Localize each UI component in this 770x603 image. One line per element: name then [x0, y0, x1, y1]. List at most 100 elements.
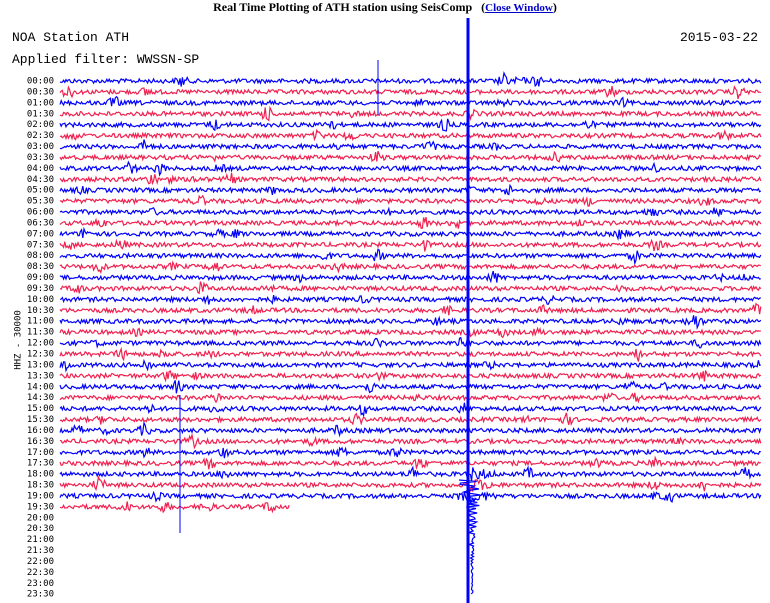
trace	[59, 238, 762, 252]
trace	[59, 358, 761, 373]
filter: Applied filter: WWSSN-SP	[12, 52, 200, 67]
trace	[59, 455, 762, 471]
time-label: 04:00	[27, 164, 54, 174]
time-label: 17:00	[27, 448, 54, 458]
time-label: 02:00	[27, 120, 54, 130]
station-name: NOA Station ATH	[12, 30, 130, 45]
time-label: 00:30	[27, 87, 54, 97]
paren: (	[481, 0, 486, 14]
trace	[59, 248, 762, 266]
channel-label: HHZ - 30000	[14, 310, 24, 370]
trace	[59, 336, 762, 349]
time-label: 09:00	[27, 273, 54, 283]
time-label: 05:30	[27, 197, 54, 207]
time-label: 12:00	[27, 339, 54, 349]
trace	[59, 260, 761, 274]
trace	[59, 160, 762, 177]
time-label: 09:30	[27, 284, 54, 294]
trace	[59, 183, 762, 196]
time-label: 16:00	[27, 426, 54, 436]
time-label: 19:30	[27, 502, 54, 512]
time-label: 23:30	[27, 590, 54, 600]
trace	[59, 206, 762, 218]
trace	[59, 380, 762, 394]
time-label: 10:30	[27, 306, 54, 316]
trace	[59, 150, 762, 163]
title-bar: Real Time Plotting of ATH station using …	[0, 0, 770, 15]
trace	[59, 294, 762, 305]
trace	[59, 70, 762, 88]
close-window-link[interactable]: Close Window	[485, 2, 553, 14]
time-label: 03:30	[27, 153, 54, 163]
time-label: 06:00	[27, 208, 54, 218]
time-label: 13:30	[27, 371, 54, 381]
time-label: 13:00	[27, 360, 54, 370]
trace	[59, 118, 762, 132]
trace	[59, 315, 762, 330]
time-label: 23:00	[27, 579, 54, 589]
time-label: 08:30	[27, 262, 54, 272]
time-label: 04:30	[27, 175, 54, 185]
trace	[59, 489, 762, 506]
trace	[59, 346, 762, 362]
time-label: 12:30	[27, 350, 54, 360]
trace	[59, 402, 762, 418]
time-label: 18:30	[27, 481, 54, 491]
time-label: 11:30	[27, 328, 54, 338]
page-title: Real Time Plotting of ATH station using …	[213, 0, 473, 14]
trace	[59, 421, 762, 438]
trace	[59, 216, 762, 229]
time-label: 10:00	[27, 295, 54, 305]
time-label: 20:30	[27, 524, 54, 534]
trace	[59, 281, 762, 295]
paren: )	[552, 0, 557, 14]
time-label: 16:30	[27, 437, 54, 447]
trace	[59, 172, 762, 186]
time-label: 07:30	[27, 240, 54, 250]
trace	[59, 302, 762, 316]
date: 2015-03-22	[679, 30, 758, 45]
trace	[59, 370, 762, 383]
time-label: 20:00	[27, 513, 54, 523]
trace	[59, 139, 762, 152]
trace	[59, 326, 761, 339]
trace	[59, 432, 762, 450]
trace	[59, 95, 762, 108]
time-label: 15:00	[27, 404, 54, 414]
time-label: 21:00	[27, 535, 54, 545]
trace	[59, 270, 761, 284]
time-label: 02:30	[27, 131, 54, 141]
trace	[59, 128, 762, 142]
time-label: 22:00	[27, 557, 54, 567]
time-label: 11:00	[27, 317, 54, 327]
trace	[59, 194, 762, 207]
trace	[59, 446, 761, 459]
time-label: 03:00	[27, 142, 54, 152]
time-label: 21:30	[27, 546, 54, 556]
trace	[59, 85, 762, 100]
time-label: 07:00	[27, 229, 54, 239]
trace	[59, 105, 761, 122]
time-label: 08:00	[27, 251, 54, 261]
trace	[59, 475, 762, 493]
time-label: 19:00	[27, 491, 54, 501]
time-label: 01:00	[27, 98, 54, 108]
quake-tail	[458, 479, 481, 595]
trace	[59, 412, 762, 427]
time-label: 01:30	[27, 109, 54, 119]
time-label: 18:00	[27, 470, 54, 480]
time-label: 22:30	[27, 568, 54, 578]
trace	[59, 392, 761, 404]
time-label: 14:30	[27, 393, 54, 403]
time-label: 17:30	[27, 459, 54, 469]
time-label: 15:30	[27, 415, 54, 425]
trace	[59, 465, 762, 481]
time-label: 06:30	[27, 218, 54, 228]
time-label: 00:00	[27, 77, 54, 87]
trace	[59, 226, 762, 241]
time-label: 14:00	[27, 382, 54, 392]
trace	[59, 501, 290, 514]
time-label: 05:00	[27, 186, 54, 196]
